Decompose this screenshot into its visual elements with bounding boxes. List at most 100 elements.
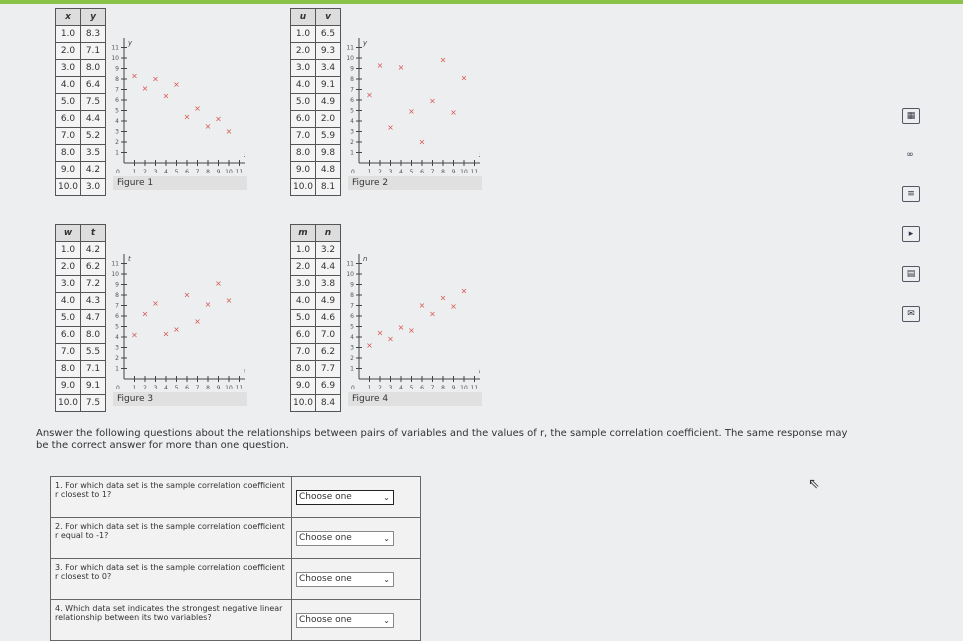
cell: 3.0 xyxy=(290,275,316,293)
x-tick-label: 11 xyxy=(471,169,479,173)
y-tick-label: 4 xyxy=(115,118,119,125)
y-tick-label: 9 xyxy=(115,66,119,73)
data-point: × xyxy=(173,325,180,334)
answer-dropdown[interactable]: Choose one ⌄ xyxy=(296,571,394,587)
data-point: × xyxy=(377,61,384,70)
y-tick-label: 5 xyxy=(350,324,354,331)
y-tick-label: 1 xyxy=(350,150,354,157)
data-point: × xyxy=(152,299,159,308)
mail-icon[interactable]: ✉ xyxy=(902,306,920,322)
answer-dropdown[interactable]: Choose one ⌄ xyxy=(296,530,394,546)
checklist-icon[interactable]: ≡ xyxy=(902,186,920,202)
x-tick-label: 1 xyxy=(133,169,137,173)
y-tick-label: 11 xyxy=(111,45,119,52)
cell: 4.2 xyxy=(80,241,106,259)
figure-panel-3: w t 1.0 4.2 2.0 6.2 3.0 7.2 4.0 4.3 5.0 4.7 6.0 8.0 7.… xyxy=(55,224,247,412)
data-point: × xyxy=(131,330,138,339)
data-point: × xyxy=(205,300,212,309)
data-point: × xyxy=(398,323,405,332)
y-tick-label: 9 xyxy=(115,282,119,289)
data-point: × xyxy=(184,291,191,300)
cell: 1.0 xyxy=(290,25,316,43)
x-tick-label: 8 xyxy=(441,385,445,389)
y-tick-label: 6 xyxy=(350,313,354,320)
table-row: 1.0 4.2 xyxy=(55,241,106,259)
cell: 10.0 xyxy=(290,178,316,196)
y-tick-label: 8 xyxy=(115,292,119,299)
cell: 8.0 xyxy=(80,326,106,344)
col-header: n xyxy=(315,224,341,242)
y-tick-label: 10 xyxy=(346,271,354,278)
cell: 6.4 xyxy=(80,76,106,94)
table-row: 6.0 8.0 xyxy=(55,326,106,344)
data-table: u v 1.0 6.5 2.0 9.3 3.0 3.4 4.0 9.1 5.0 4.9 6.0 2.0 7.… xyxy=(290,8,341,196)
table-row: 2.0 7.1 xyxy=(55,42,106,60)
answer-dropdown[interactable]: Choose one ⌄ xyxy=(296,612,394,628)
data-point: × xyxy=(142,84,149,93)
play-icon[interactable]: ▸ xyxy=(902,226,920,242)
data-point: × xyxy=(408,107,415,116)
mouse-cursor-icon: ⇖ xyxy=(808,476,820,492)
data-table: w t 1.0 4.2 2.0 6.2 3.0 7.2 4.0 4.3 5.0 4.7 6.0 8.0 7.… xyxy=(55,224,106,412)
data-point: × xyxy=(377,328,384,337)
y-tick-label: 3 xyxy=(115,345,119,352)
x-tick-label: 3 xyxy=(154,169,158,173)
table-row: 8.0 3.5 xyxy=(55,144,106,162)
y-tick-label: 3 xyxy=(115,129,119,136)
table-row: 3.0 7.2 xyxy=(55,275,106,293)
y-tick-label: 2 xyxy=(115,355,119,362)
cell: 2.0 xyxy=(315,110,341,128)
data-point: × xyxy=(131,71,138,80)
data-table: x y 1.0 8.3 2.0 7.1 3.0 8.0 4.0 6.4 5.0 7.5 6.0 4.4 7.… xyxy=(55,8,106,196)
cell: 9.3 xyxy=(315,42,341,60)
cell: 5.0 xyxy=(290,93,316,111)
x-tick-label: 10 xyxy=(460,385,468,389)
grid-icon[interactable]: ▤ xyxy=(902,266,920,282)
calculator-icon[interactable]: ▦ xyxy=(902,108,920,124)
cell: 4.7 xyxy=(80,309,106,327)
scatter-plot: 112233445566778899101011110xy×××××××××× xyxy=(346,38,480,173)
data-point: × xyxy=(440,294,447,303)
questions-table: 1. For which data set is the sample corr… xyxy=(50,476,421,641)
cell: 4.3 xyxy=(80,292,106,310)
table-row: 9.0 9.1 xyxy=(55,377,106,395)
cell: 8.1 xyxy=(315,178,341,196)
x-tick-label: 5 xyxy=(175,169,179,173)
table-row: 1.0 8.3 xyxy=(55,25,106,43)
cell: 5.0 xyxy=(290,309,316,327)
cell: 8.4 xyxy=(315,394,341,412)
y-tick-label: 10 xyxy=(111,271,119,278)
cell: 5.0 xyxy=(55,309,81,327)
y-tick-label: 6 xyxy=(115,313,119,320)
x-axis-label: w xyxy=(244,367,245,375)
y-tick-label: 10 xyxy=(111,55,119,62)
cell: 1.0 xyxy=(290,241,316,259)
cell: 2.0 xyxy=(55,42,81,60)
question-text: 2. For which data set is the sample corr… xyxy=(50,517,292,559)
cell: 4.2 xyxy=(80,161,106,179)
answer-dropdown[interactable]: Choose one ⌄ xyxy=(296,489,394,505)
cell: 10.0 xyxy=(290,394,316,412)
x-tick-label: 4 xyxy=(164,385,168,389)
x-tick-label: 2 xyxy=(143,169,147,173)
x-tick-label: 1 xyxy=(368,169,372,173)
x-tick-label: 1 xyxy=(133,385,137,389)
infinity-icon[interactable]: ∞ xyxy=(906,150,914,160)
cell: 8.0 xyxy=(80,59,106,77)
chevron-down-icon: ⌄ xyxy=(383,492,390,502)
cell: 3.4 xyxy=(315,59,341,77)
table-row: 8.0 7.1 xyxy=(55,360,106,378)
y-tick-label: 3 xyxy=(350,129,354,136)
data-point: × xyxy=(163,91,170,100)
table-row: 5.0 4.9 xyxy=(290,93,341,111)
cell: 7.5 xyxy=(80,93,106,111)
x-tick-label: 4 xyxy=(164,169,168,173)
table-row: 10.0 8.4 xyxy=(290,394,341,412)
y-tick-label: 11 xyxy=(111,261,119,268)
x-tick-label: 2 xyxy=(143,385,147,389)
cell: 9.0 xyxy=(290,377,316,395)
table-row: 3.0 3.8 xyxy=(290,275,341,293)
y-tick-label: 5 xyxy=(115,324,119,331)
data-point: × xyxy=(163,329,170,338)
origin-label: 0 xyxy=(351,169,355,173)
